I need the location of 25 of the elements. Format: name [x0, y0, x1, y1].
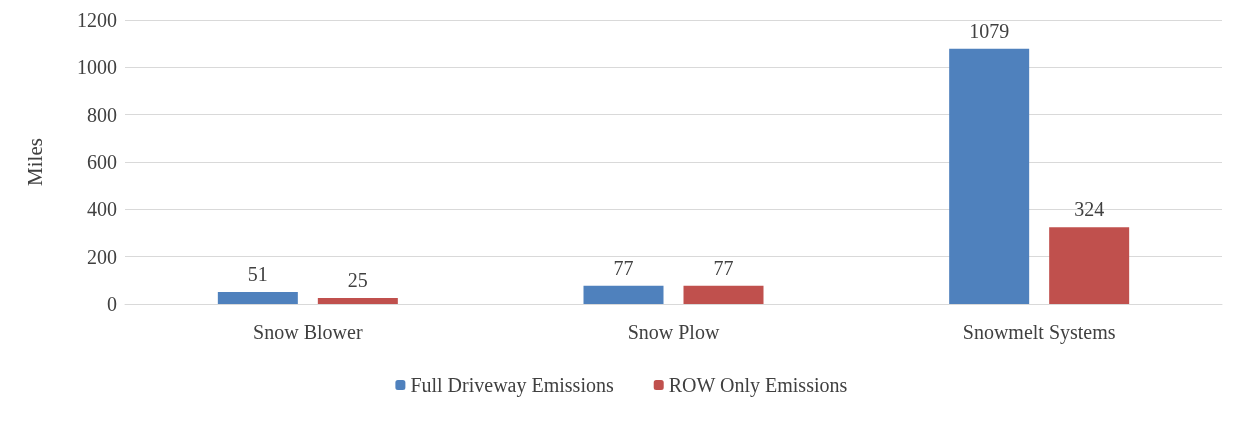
y-axis-title: Miles — [22, 138, 47, 186]
y-tick-label: 0 — [107, 293, 117, 315]
data-label: 51 — [247, 262, 268, 285]
x-tick-label: Snow Blower — [253, 321, 363, 343]
data-label: 77 — [713, 256, 734, 279]
data-label: 1079 — [969, 19, 1010, 42]
x-tick-label: Snow Plow — [627, 321, 720, 343]
data-label: 25 — [347, 269, 368, 292]
data-label: 324 — [1074, 198, 1105, 221]
y-tick-label: 400 — [87, 198, 117, 221]
legend-label: Full Driveway Emissions — [410, 374, 614, 397]
y-tick-label: 800 — [87, 103, 117, 126]
x-tick-label: Snowmelt Systems — [962, 321, 1116, 344]
legend-label: ROW Only Emissions — [668, 374, 848, 397]
bar — [949, 48, 1030, 304]
bar — [1049, 227, 1130, 304]
bar — [317, 298, 398, 304]
bar — [583, 285, 664, 304]
bar — [683, 285, 764, 304]
y-tick-label: 200 — [87, 245, 117, 268]
bar — [217, 291, 298, 304]
y-tick-label: 1000 — [77, 56, 117, 79]
y-tick-label: 600 — [87, 151, 117, 173]
y-tick-label: 1200 — [77, 9, 117, 31]
data-label: 77 — [613, 256, 634, 279]
